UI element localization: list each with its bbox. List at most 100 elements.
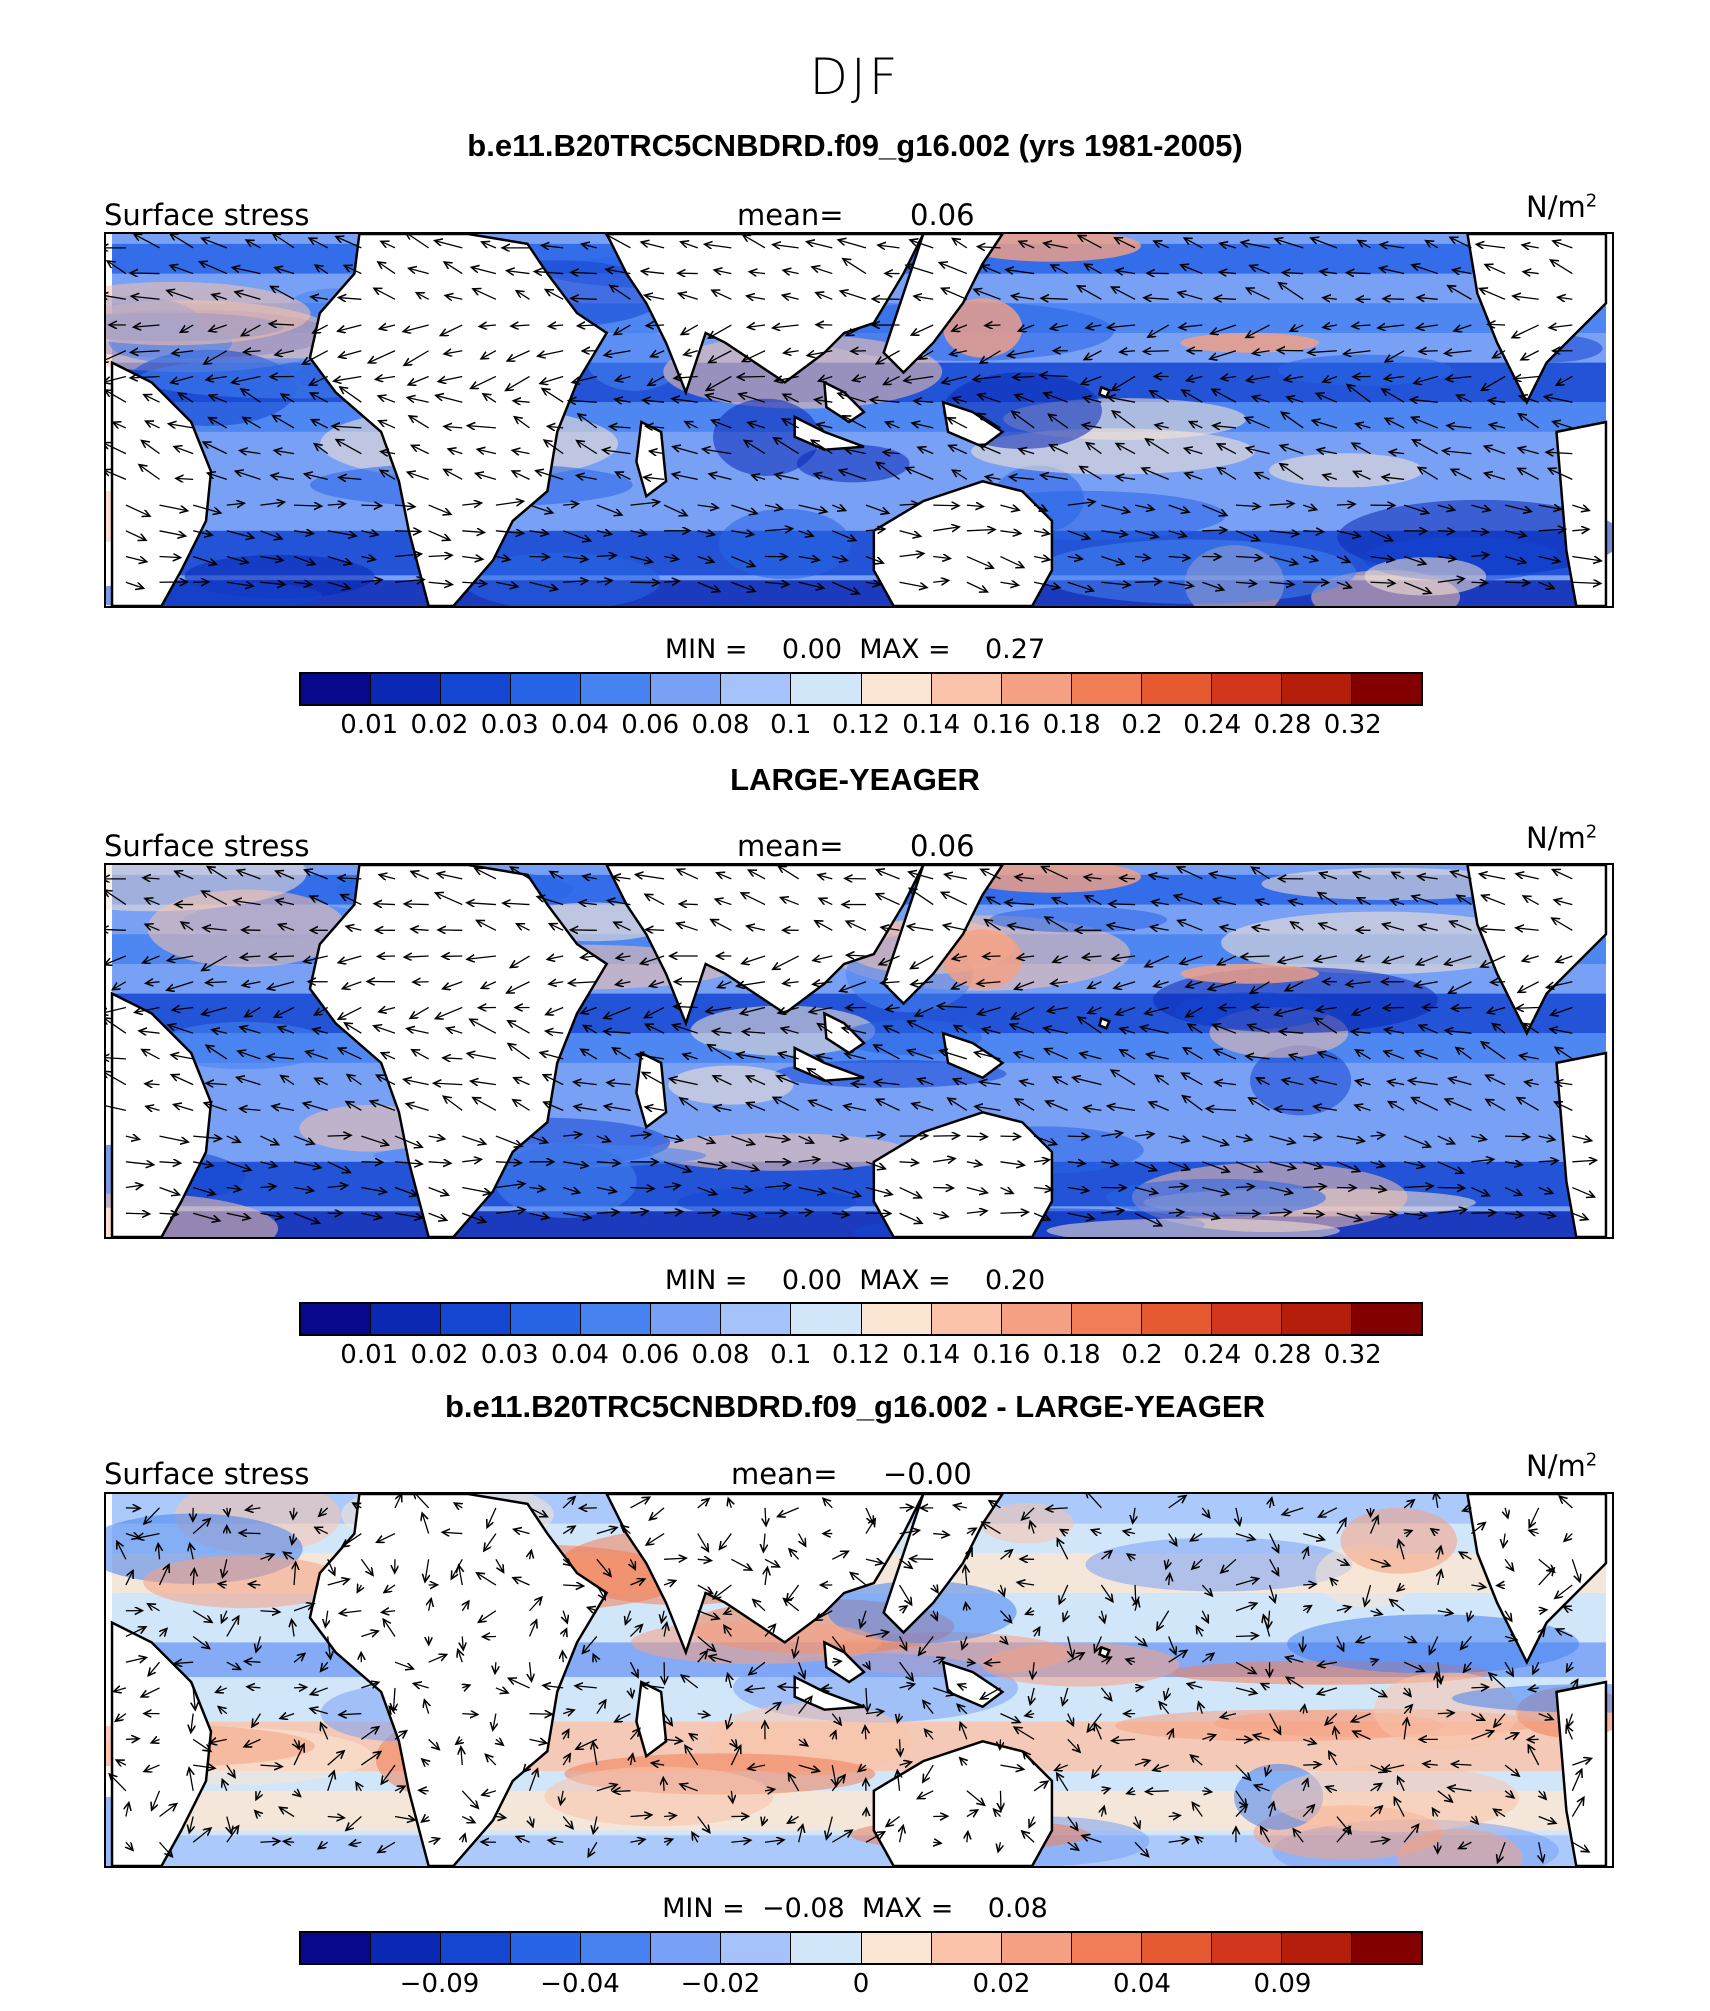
wind-vector [899,530,921,537]
wind-vector [1218,468,1237,480]
wind-vector [381,452,396,454]
colorbar-tick-label: 0.24 [1183,1340,1242,1370]
wind-vector [1115,238,1136,249]
wind-vector [739,394,766,403]
wind-vector [645,295,665,299]
colorbar-swatch [511,1933,582,1963]
wind-vector [327,504,346,505]
field-blob [713,398,820,476]
panel-3-minmax: MIN = −0.08 MAX = 0.08 [0,1893,1710,1924]
wind-vector [610,285,631,300]
wind-vector [812,267,833,275]
colorbar-tick-label: 0.1 [770,710,812,740]
wind-vector [1516,1007,1539,1008]
wind-vector [1000,555,1023,568]
wind-vector [764,529,793,531]
wind-vector [1352,443,1371,455]
wind-vector [1450,237,1472,249]
wind-vector [952,470,968,480]
colorbar-tick-label: −0.09 [399,1969,480,1999]
colorbar-tick-label: 0.16 [972,1340,1031,1370]
wind-vector [106,350,127,362]
colorbar-swatch [1071,674,1142,704]
wind-vector [918,447,934,455]
wind-vector [1419,351,1438,352]
wind-vector [1412,417,1439,429]
wind-vector [744,440,766,455]
wind-vector [985,477,1001,480]
wind-vector [1370,557,1395,560]
figure-title: DJF [809,48,901,106]
wind-vector [407,398,429,403]
wind-vector [192,555,216,565]
wind-vector [540,375,564,383]
wind-vector [1572,505,1589,510]
panel-2-map [104,863,1614,1239]
wind-vector [411,871,429,880]
wind-vector [1253,351,1270,354]
colorbar-tick-label: 0.03 [480,710,539,740]
panel-3-mean-value: −0.00 [883,1457,972,1491]
wind-vector [125,1213,150,1214]
wind-vector [311,297,328,300]
map-plot [106,1494,1612,1866]
wind-vector [130,376,160,377]
wind-vector [853,376,867,380]
field-blob [1269,453,1424,488]
wind-vector [309,238,329,249]
wind-vector [1280,464,1304,480]
colorbar-swatch [931,1304,1002,1334]
wind-vector [822,1688,833,1689]
wind-vector [582,244,597,248]
colorbar-swatch [1001,674,1072,704]
field-blob [962,865,1141,893]
wind-vector [180,324,194,332]
panel-3-variable-label: Surface stress [104,1457,310,1491]
wind-vector [1505,1136,1529,1137]
wind-vector [315,265,329,275]
wind-vector [226,582,253,586]
wind-vector [125,581,144,588]
wind-vector [578,414,598,429]
wind-vector [276,871,295,880]
wind-vector [379,875,396,879]
field-blob [943,298,1023,358]
land-mass [872,480,1054,606]
wind-vector [1443,451,1472,454]
wind-vector [643,400,665,402]
wind-vector [440,324,463,335]
colorbar-swatch [1071,1933,1142,1963]
wind-vector [616,472,631,480]
wind-vector [1282,273,1304,274]
colorbar-tick-label: 0.28 [1253,710,1312,740]
wind-vector [1067,557,1082,559]
wind-vector [798,581,824,588]
wind-vector [1202,530,1226,531]
wind-vector [563,504,578,505]
land-mass [822,380,866,424]
wind-vector [240,450,261,453]
wind-vector [1187,376,1203,380]
wind-vector [1050,325,1068,329]
colorbar-swatch [1351,1304,1421,1334]
wind-vector [714,270,732,274]
wind-vector [1317,450,1337,454]
wind-vector [1513,296,1539,299]
wind-vector [1549,325,1573,328]
wind-vector [1471,1212,1495,1213]
wind-vector [1112,411,1136,429]
wind-vector [978,247,1001,248]
wind-vector [865,529,885,531]
wind-vector [193,531,212,535]
wind-vector [933,527,959,531]
wind-vector [1033,505,1047,511]
wind-vector [403,324,429,332]
wind-vector [1445,351,1472,354]
wind-vector [1135,1584,1136,1604]
field-blob [587,330,683,391]
colorbar-tick-label: 0.06 [621,710,680,740]
wind-vector [1077,286,1102,300]
wind-vector [865,504,889,513]
wind-vector [1323,475,1338,479]
wind-vector [339,477,362,479]
